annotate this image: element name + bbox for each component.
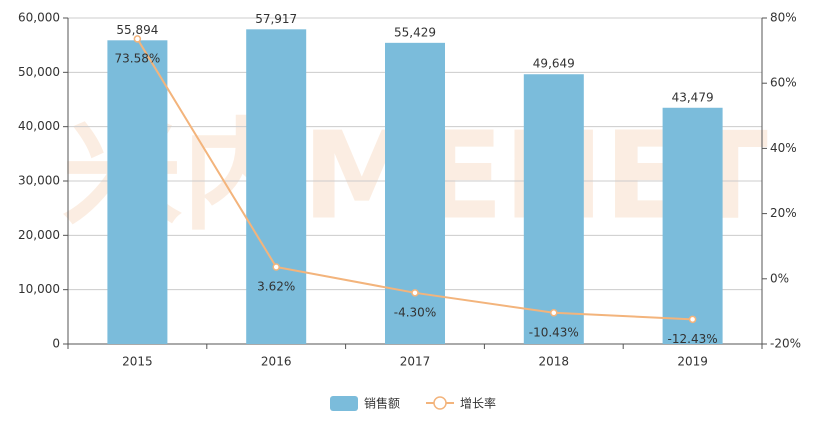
x-tick-label: 2016	[261, 355, 292, 369]
bar-label: 49,649	[533, 57, 575, 71]
line-point	[272, 263, 280, 271]
x-tick-label: 2019	[677, 355, 708, 369]
y2-tick-label: 60%	[770, 76, 797, 90]
legend-swatch	[433, 396, 447, 410]
legend-label: 增长率	[460, 396, 496, 411]
y-tick-label: 0	[52, 337, 60, 351]
line-label: -4.30%	[394, 305, 436, 319]
x-tick-label: 2015	[122, 355, 153, 369]
bar-label: 55,429	[394, 25, 436, 39]
y2-tick-label: 80%	[770, 11, 797, 25]
legend-label: 销售额	[364, 396, 400, 411]
y2-tick-label: 20%	[770, 206, 797, 220]
bar	[107, 40, 168, 344]
y-tick-label: 10,000	[18, 282, 60, 296]
line-point	[688, 315, 697, 324]
line-label: 73.58%	[115, 51, 161, 65]
y-tick-label: 30,000	[18, 174, 60, 188]
x-tick-label: 2017	[400, 355, 431, 369]
x-tick-label: 2018	[539, 355, 570, 369]
y2-tick-label: 40%	[770, 141, 797, 155]
y2-tick-label: -20%	[770, 337, 801, 351]
line-point	[550, 309, 558, 317]
bar-label: 55,894	[116, 23, 158, 37]
legend-swatch	[330, 396, 358, 411]
bar-label: 43,479	[672, 90, 714, 104]
line-label: -12.43%	[668, 332, 718, 346]
bar	[385, 42, 445, 345]
y-tick-label: 60,000	[18, 11, 60, 25]
line-label: 3.62%	[257, 279, 295, 293]
line-point	[411, 289, 419, 297]
y-tick-label: 20,000	[18, 228, 60, 242]
line-point	[133, 35, 142, 43]
y-tick-label: 40,000	[18, 119, 60, 133]
bar-label: 57,917	[255, 12, 297, 26]
y-tick-label: 50,000	[18, 65, 60, 79]
bar	[662, 107, 723, 344]
line-label: -10.43%	[529, 325, 579, 339]
bar	[523, 74, 584, 345]
y2-tick-label: 0%	[770, 271, 789, 285]
bar	[246, 29, 307, 345]
